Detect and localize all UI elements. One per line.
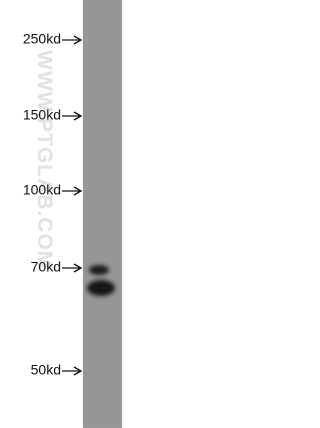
marker-arrow-head (73, 366, 83, 376)
marker-label: 250kd (23, 31, 61, 47)
page: {"markers": [{"label": "250kd"}, {"label… (0, 0, 150, 428)
marker-arrow-head (73, 263, 83, 273)
marker-label: 100kd (23, 182, 61, 198)
watermark: WWW.PTGLAB.COM (33, 50, 56, 269)
marker-arrow-head (73, 35, 83, 45)
markers: 250kd 150kd 100kd 70kd 50kd (23, 31, 83, 378)
band (87, 280, 115, 296)
marker-arrow-head (73, 111, 83, 121)
marker-label: 70kd (31, 259, 61, 275)
marker-label: 50kd (31, 362, 61, 378)
blot: WWW.PTGLAB.COM 250kd 150kd 100kd 70kd 50kd (23, 0, 122, 428)
band (89, 265, 109, 275)
marker-label: 150kd (23, 107, 61, 123)
lane-shade (83, 0, 122, 428)
marker-arrow-head (73, 186, 83, 196)
